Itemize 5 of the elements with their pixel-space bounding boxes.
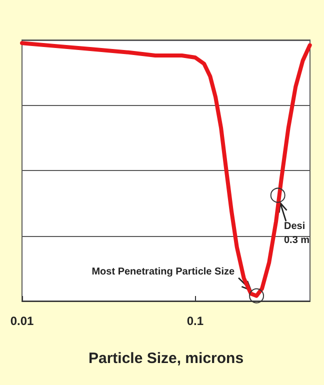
x-axis-title: Particle Size, microns — [88, 350, 244, 367]
annotation: Most Penetrating Particle Size — [92, 266, 235, 278]
x-tick-label: 0.01 — [10, 314, 34, 328]
x-tick-label: 0.1 — [186, 314, 204, 328]
annotation: Desi 0.3 m — [284, 220, 310, 246]
